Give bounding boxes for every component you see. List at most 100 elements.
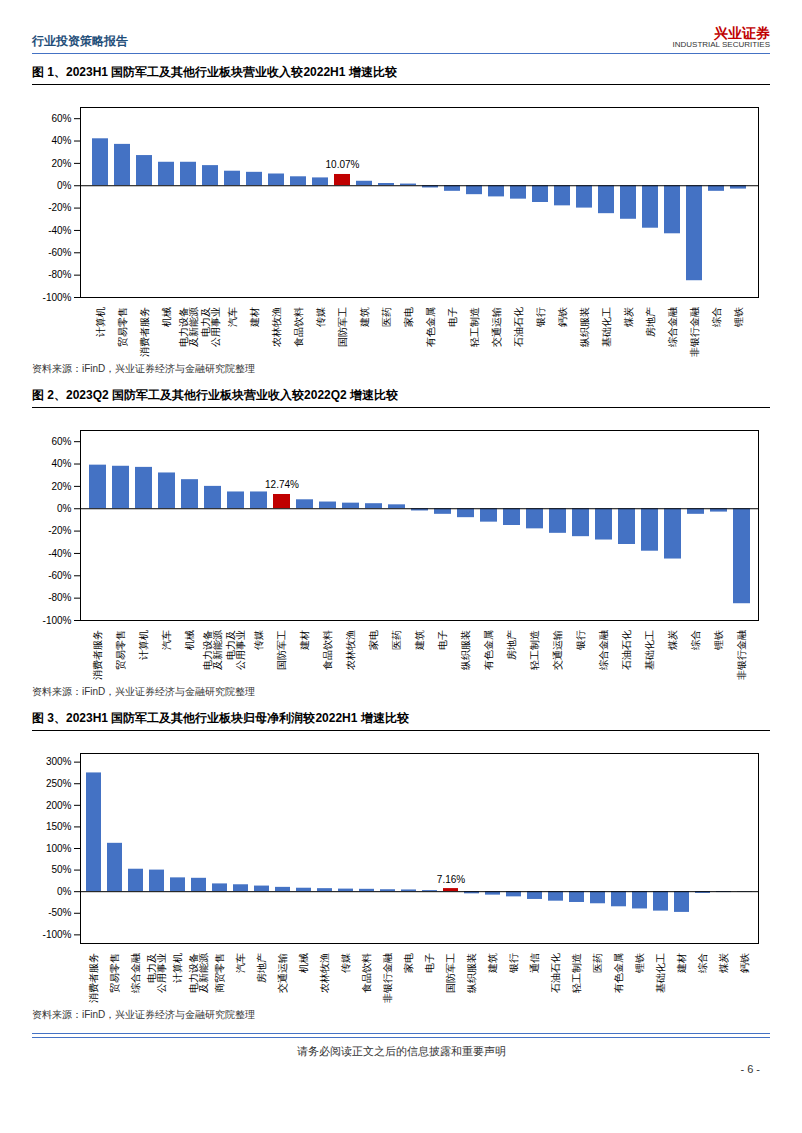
svg-text:有色金属: 有色金属 bbox=[483, 630, 494, 670]
svg-text:有色金属: 有色金属 bbox=[613, 953, 624, 993]
svg-text:银行: 银行 bbox=[575, 630, 586, 651]
svg-text:贸易零售: 贸易零售 bbox=[117, 307, 128, 347]
svg-text:20%: 20% bbox=[51, 158, 71, 169]
svg-text:通信: 通信 bbox=[529, 953, 540, 973]
svg-text:国防军工: 国防军工 bbox=[445, 953, 456, 993]
svg-text:交通运输: 交通运输 bbox=[491, 307, 502, 347]
svg-text:综合: 综合 bbox=[690, 630, 701, 650]
svg-text:-100%: -100% bbox=[43, 615, 72, 626]
svg-text:食品饮料: 食品饮料 bbox=[322, 630, 333, 670]
svg-text:电力设备及新能源: 电力设备及新能源 bbox=[202, 630, 223, 670]
svg-text:消费者服务: 消费者服务 bbox=[139, 307, 150, 357]
svg-text:纵织服装: 纵织服装 bbox=[460, 630, 471, 670]
svg-text:机械: 机械 bbox=[298, 953, 309, 973]
svg-text:电子: 电子 bbox=[424, 953, 435, 973]
svg-text:-20%: -20% bbox=[48, 525, 71, 536]
svg-text:汽车: 汽车 bbox=[235, 953, 246, 973]
svg-text:国防军工: 国防军工 bbox=[276, 630, 287, 670]
svg-text:计算机: 计算机 bbox=[138, 630, 149, 660]
svg-text:国防军工: 国防军工 bbox=[337, 307, 348, 347]
svg-text:-100%: -100% bbox=[43, 292, 72, 303]
svg-text:农林牧渔: 农林牧渔 bbox=[271, 307, 282, 347]
svg-text:汽车: 汽车 bbox=[161, 630, 172, 650]
svg-text:60%: 60% bbox=[51, 436, 71, 447]
svg-text:电子: 电子 bbox=[447, 307, 458, 327]
svg-text:轻工制造: 轻工制造 bbox=[571, 953, 582, 993]
svg-text:房地产: 房地产 bbox=[256, 953, 267, 983]
svg-text:非银行金融: 非银行金融 bbox=[736, 630, 747, 680]
svg-text:计算机: 计算机 bbox=[95, 307, 106, 337]
svg-text:-40%: -40% bbox=[48, 225, 71, 236]
svg-text:10.07%: 10.07% bbox=[326, 159, 360, 170]
svg-text:非银行金融: 非银行金融 bbox=[382, 953, 393, 1003]
svg-text:家电: 家电 bbox=[403, 953, 414, 973]
svg-text:综合金融: 综合金融 bbox=[667, 307, 678, 347]
svg-text:0%: 0% bbox=[57, 886, 72, 897]
svg-text:建材: 建材 bbox=[249, 307, 260, 328]
svg-text:综合金融: 综合金融 bbox=[130, 953, 141, 993]
svg-text:电力设备及新能源: 电力设备及新能源 bbox=[188, 953, 209, 993]
svg-text:纵织服装: 纵织服装 bbox=[579, 307, 590, 347]
svg-text:农林牧渔: 农林牧渔 bbox=[319, 953, 330, 993]
svg-text:60%: 60% bbox=[51, 113, 71, 124]
svg-text:机械: 机械 bbox=[161, 307, 172, 327]
svg-text:综合: 综合 bbox=[711, 307, 722, 327]
svg-text:汽车: 汽车 bbox=[227, 307, 238, 327]
svg-text:建材: 建材 bbox=[676, 953, 687, 974]
svg-text:电力设备及新能源: 电力设备及新能源 bbox=[178, 307, 199, 347]
svg-text:基础化工: 基础化工 bbox=[655, 953, 666, 993]
svg-text:纵织服装: 纵织服装 bbox=[466, 953, 477, 993]
svg-text:-100%: -100% bbox=[43, 929, 72, 940]
svg-text:20%: 20% bbox=[51, 481, 71, 492]
svg-text:电子: 电子 bbox=[437, 630, 448, 650]
svg-text:银行: 银行 bbox=[508, 953, 519, 974]
svg-text:-20%: -20% bbox=[48, 202, 71, 213]
svg-text:12.74%: 12.74% bbox=[265, 479, 299, 490]
svg-text:-60%: -60% bbox=[48, 570, 71, 581]
svg-text:综合金融: 综合金融 bbox=[598, 630, 609, 670]
svg-text:-50%: -50% bbox=[48, 907, 71, 918]
svg-text:煤炭: 煤炭 bbox=[623, 307, 634, 327]
svg-text:鈣铁: 鈣铁 bbox=[739, 953, 750, 973]
svg-text:电力及公用事业: 电力及公用事业 bbox=[225, 630, 246, 670]
svg-text:锂铁: 锂铁 bbox=[713, 630, 724, 651]
svg-text:7.16%: 7.16% bbox=[437, 874, 465, 885]
svg-text:电力及公用事业: 电力及公用事业 bbox=[146, 953, 167, 993]
svg-text:石油石化: 石油石化 bbox=[621, 630, 632, 670]
svg-text:0%: 0% bbox=[57, 180, 72, 191]
svg-text:家电: 家电 bbox=[403, 307, 414, 327]
svg-text:250%: 250% bbox=[46, 778, 72, 789]
svg-text:100%: 100% bbox=[46, 843, 72, 854]
svg-text:传媒: 传媒 bbox=[340, 953, 351, 973]
svg-text:房地产: 房地产 bbox=[645, 307, 656, 337]
svg-text:150%: 150% bbox=[46, 821, 72, 832]
svg-text:医药: 医药 bbox=[381, 307, 392, 327]
svg-text:-80%: -80% bbox=[48, 269, 71, 280]
svg-text:交通运输: 交通运输 bbox=[552, 630, 563, 670]
svg-text:石油石化: 石油石化 bbox=[513, 307, 524, 347]
svg-text:银行: 银行 bbox=[535, 307, 546, 328]
svg-text:机械: 机械 bbox=[184, 630, 195, 650]
svg-text:基础化工: 基础化工 bbox=[601, 307, 612, 347]
svg-text:40%: 40% bbox=[51, 135, 71, 146]
svg-text:-80%: -80% bbox=[48, 592, 71, 603]
svg-text:贸易零售: 贸易零售 bbox=[115, 630, 126, 670]
svg-text:农林牧渔: 农林牧渔 bbox=[345, 630, 356, 670]
svg-text:食品饮料: 食品饮料 bbox=[361, 953, 372, 993]
svg-text:煤炭: 煤炭 bbox=[667, 630, 678, 650]
svg-text:非银行金融: 非银行金融 bbox=[689, 307, 700, 357]
svg-text:计算机: 计算机 bbox=[172, 953, 183, 983]
svg-text:-60%: -60% bbox=[48, 247, 71, 258]
svg-text:建筑: 建筑 bbox=[487, 953, 498, 974]
svg-text:贸易零售: 贸易零售 bbox=[109, 953, 120, 993]
svg-text:轻工制造: 轻工制造 bbox=[469, 307, 480, 347]
svg-text:200%: 200% bbox=[46, 800, 72, 811]
svg-text:建筑: 建筑 bbox=[414, 630, 425, 651]
svg-text:鈣铁: 鈣铁 bbox=[557, 307, 568, 327]
svg-text:锂铁: 锂铁 bbox=[733, 307, 744, 328]
svg-text:建筑: 建筑 bbox=[359, 307, 370, 328]
svg-text:基础化工: 基础化工 bbox=[644, 630, 655, 670]
svg-text:石油石化: 石油石化 bbox=[550, 953, 561, 993]
svg-text:有色金属: 有色金属 bbox=[425, 307, 436, 347]
svg-text:-40%: -40% bbox=[48, 548, 71, 559]
